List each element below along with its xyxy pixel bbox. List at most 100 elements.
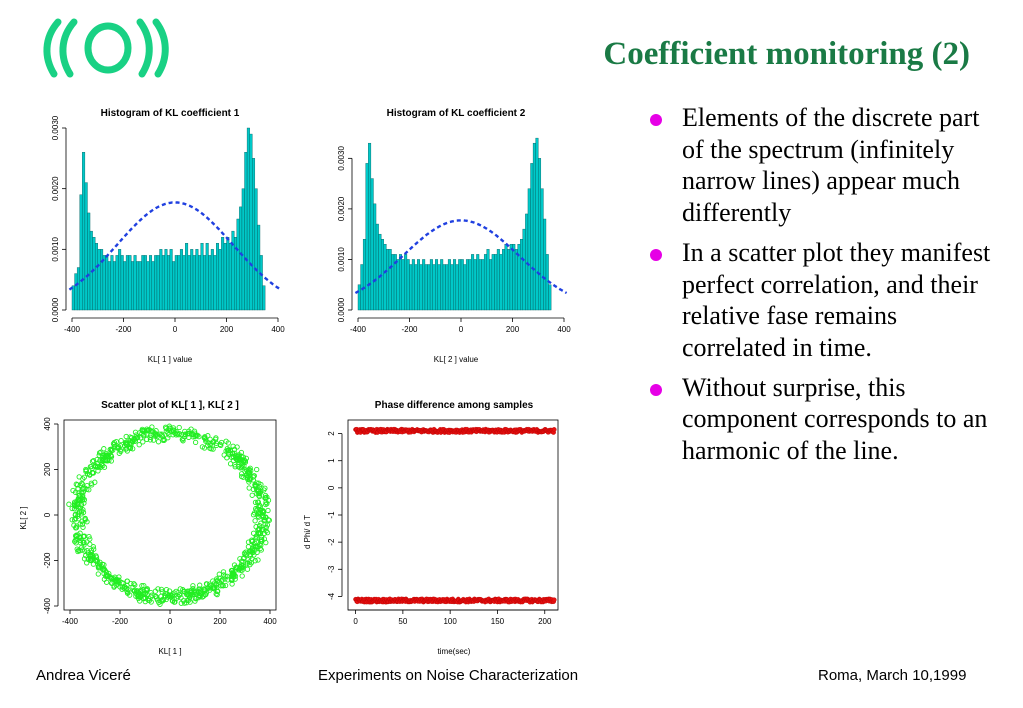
scatter-point [232,567,239,573]
histogram-bar [257,224,261,311]
scatter-point [238,473,245,480]
scatter-point [95,571,101,577]
scatter-point [208,446,214,452]
histogram-bar [422,259,426,311]
x-tick-label: -200 [115,325,132,334]
scatter-point [258,536,265,543]
histogram-bar [414,264,418,311]
histogram-bar [112,261,116,311]
histogram-bar [141,255,145,311]
histogram-bar [182,255,186,311]
histogram-bar [105,255,109,311]
scatter-point [79,489,85,496]
scatter-point [106,457,112,464]
scatter-point [72,538,78,545]
scatter-point [84,560,90,566]
histogram-bar [76,267,80,311]
histogram-bar [118,249,122,311]
scatter-point [81,540,87,546]
scatter-point [239,573,245,579]
scatter-point [69,517,75,523]
scatter-point [214,591,220,598]
histogram-bar [84,182,88,311]
histogram-bar [74,273,78,311]
histogram-bar [131,261,134,311]
scatter-point [87,555,93,561]
x-axis-label: KL[ 2 ] value [434,355,479,364]
histogram-bar [375,223,379,311]
scatter-point [111,583,117,589]
bullet-text: Elements of the discrete part of the spe… [682,103,980,228]
histogram-bar [172,261,176,311]
scatter-point [123,433,129,440]
scatter-point [79,481,86,487]
scatter-point [165,435,171,441]
y-axis-label: KL[ 2 ] [19,506,28,529]
scatter-point [241,555,247,561]
scatter-point [178,600,184,606]
scatter-point [98,449,104,455]
bullet-dot-icon [650,248,662,261]
scatter-point [235,457,241,463]
scatter-point [140,439,146,445]
scatter-point [213,591,219,597]
scatter-kl1-kl2-chart: Scatter plot of KL[ 1 ], KL[ 2 ] -400 -20… [19,400,277,656]
scatter-point [71,506,78,512]
scatter-point [82,485,88,491]
scatter-point [197,582,203,588]
y-tick-label: -400 [43,597,52,614]
histogram-bar [357,284,361,311]
scatter-point [136,442,142,448]
scatter-point [247,465,253,471]
x-tick-label: 200 [538,617,552,626]
scatter-point [81,534,87,540]
histogram-bar [445,264,449,311]
histogram-bar [133,255,137,311]
chart-title: Scatter plot of KL[ 1 ], KL[ 2 ] [101,400,239,411]
histogram-bar [190,249,194,311]
scatter-point [246,476,253,482]
scatter-point [252,499,259,506]
histogram-bar [437,264,441,311]
scatter-point [258,520,264,526]
histogram-bar [115,255,119,311]
scatter-point [118,448,124,455]
scatter-point [73,481,79,487]
scatter-point [147,434,153,440]
histogram-bar [82,152,86,311]
scatter-point [239,563,245,569]
histogram-bar [481,259,485,311]
scatter-point [131,581,137,587]
histogram-bar [223,243,227,311]
histogram-bar [100,249,104,311]
histogram-bar [442,264,446,311]
scatter-point [180,435,186,442]
scatter-point [76,497,83,503]
y-tick-label: 0.0000 [51,297,60,322]
scatter-point [75,548,81,555]
histogram-bar [388,249,392,311]
scatter-point [122,439,129,446]
scatter-point [92,463,99,469]
scatter-point [125,589,131,595]
histogram-bar [246,127,250,311]
histogram-bar [532,142,536,311]
scatter-point [256,523,263,529]
scatter-point [78,511,85,517]
scatter-point [245,476,251,483]
scatter-point [221,452,227,458]
histogram-bar [453,259,457,311]
scatter-point [90,457,97,464]
scatter-point [97,458,103,464]
scatter-point [79,480,85,487]
histogram-bar [241,188,245,311]
histogram-bar [197,255,201,311]
histogram-bar [468,259,472,311]
scatter-point [144,586,150,592]
scatter-point [92,479,98,485]
histogram-bar [208,255,212,311]
scatter-point [75,485,81,492]
scatter-point [185,591,191,597]
histogram-bar [396,259,400,311]
scatter-point [108,580,115,586]
